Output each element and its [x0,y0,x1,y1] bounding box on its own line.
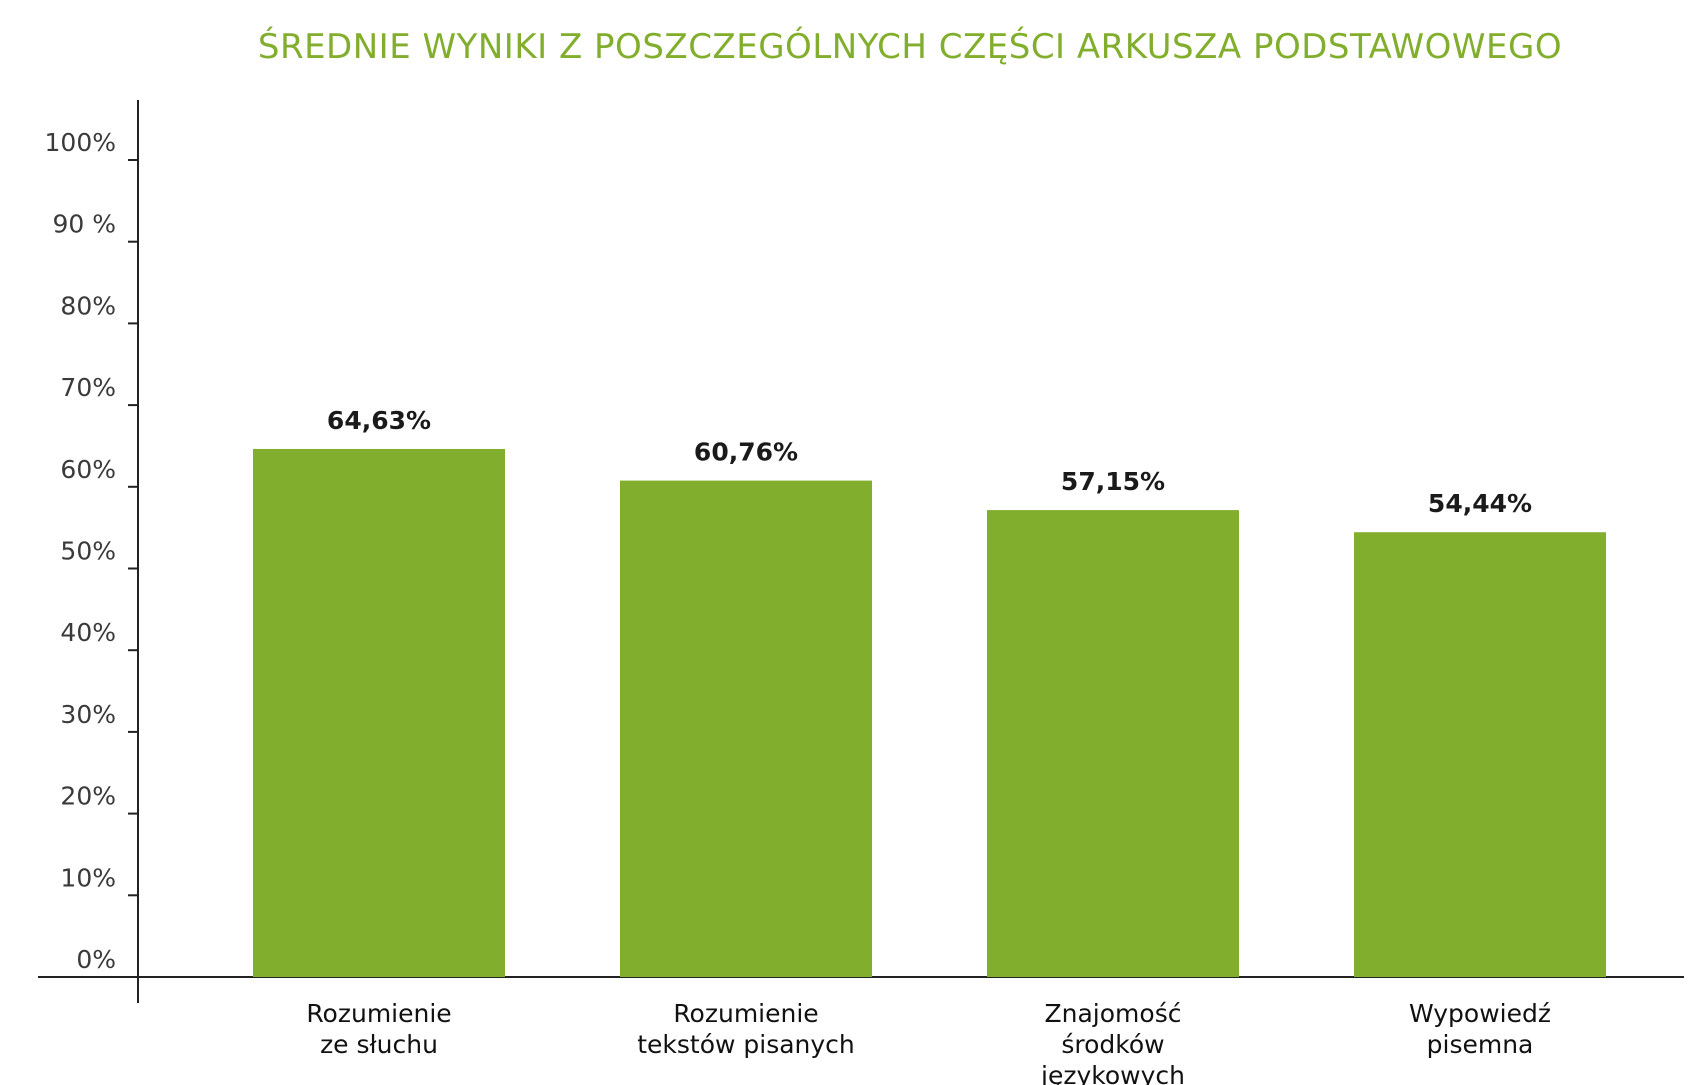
chart-title: ŚREDNIE WYNIKI Z POSZCZEGÓLNYCH CZĘŚCI A… [258,26,1562,67]
data-label: 60,76% [694,438,798,467]
y-tick-label: 0% [76,945,116,974]
y-axis: 0% 10% 20% 30% 40% 50% 60% 70% 80% 90 % 100% [45,100,139,1003]
y-tick-label: 70% [60,373,116,402]
bars [253,448,1606,977]
x-category-label: Rozumienie tekstów pisanych [637,999,855,1059]
x-category-label: Rozumienie ze słuchu [306,999,451,1059]
y-tick-label: 40% [60,618,116,647]
bar [1354,532,1606,977]
y-tick-label: 90 % [52,210,116,239]
x-category-label-line: Znajomość [1045,999,1182,1028]
data-label: 64,63% [327,406,431,435]
y-tick-label: 20% [60,782,116,811]
bar [253,448,505,977]
bar [987,510,1239,977]
y-tick-label: 10% [60,863,116,892]
data-label: 57,15% [1061,467,1165,496]
x-category-label-line: środków [1061,1030,1164,1059]
x-category-label-line: ze słuchu [320,1030,438,1059]
y-tick-label: 80% [60,291,116,320]
y-tick-label: 100% [45,128,116,157]
data-label: 54,44% [1428,489,1532,518]
x-category-label-line: Rozumienie [306,999,451,1028]
y-tick-label: 50% [60,537,116,566]
x-category-label-line: pisemna [1427,1030,1534,1059]
x-category-label-line: językowych [1040,1061,1185,1085]
y-tick-label: 30% [60,700,116,729]
bar [620,480,872,977]
y-tick-label: 60% [60,455,116,484]
x-category-label-line: Rozumienie [673,999,818,1028]
value-labels: 64,63% 60,76% 57,15% 54,44% [327,406,1532,518]
x-category-label-line: Wypowiedź [1409,999,1551,1028]
x-category-label-line: tekstów pisanych [637,1030,855,1059]
x-category-label: Wypowiedź pisemna [1409,999,1551,1059]
x-category-label: Znajomość środków językowych [1040,999,1185,1085]
